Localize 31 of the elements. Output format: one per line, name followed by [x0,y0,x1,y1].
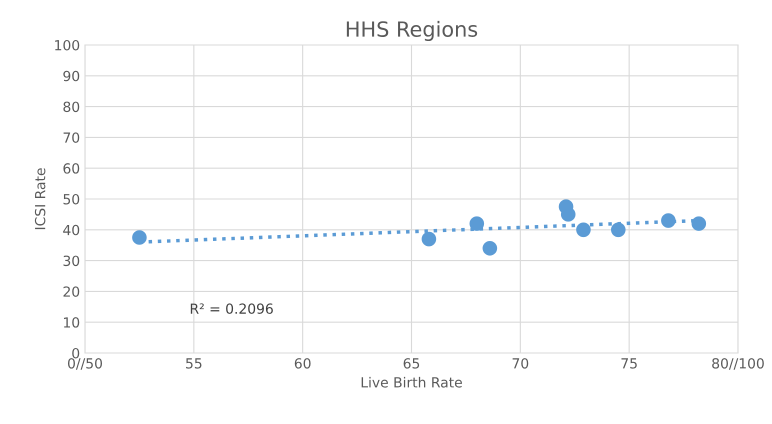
point [611,222,626,238]
x-tick-label: 70 [512,358,528,369]
x-tick-label: 60 [294,358,311,369]
y-tick-label: 10 [64,317,80,328]
y-tick-label: 30 [64,256,80,266]
point [661,213,676,228]
y-tick-label: 60 [63,163,80,174]
point [470,216,484,231]
y-tick-label: 50 [64,194,80,204]
point [132,230,147,245]
y-tick-label: 20 [63,286,80,297]
point [692,216,706,231]
y-tick-label: 70 [64,132,80,143]
x-tick-label: 0//50 [68,358,102,370]
x-tick-label: 75 [621,358,637,369]
point [560,207,576,222]
y-tick-label: 40 [63,224,80,236]
y-tick-label: 90 [63,70,80,82]
y-tick-label: 100 [55,40,80,50]
point [482,240,498,256]
annotation: R² = 0.2096 [190,303,273,314]
x-axis-title: Live Birth Rate [362,376,462,388]
y-tick-label: 0 [72,348,80,358]
x-tick-label: 80//100 [712,358,764,370]
point [422,232,436,246]
chart-title: HHS Regions [346,20,478,41]
y-axis-title: ICSI Rate [34,168,46,230]
x-tick-label: 65 [404,358,420,369]
y-tick-label: 80 [63,102,80,112]
point [576,222,591,238]
x-tick-label: 55 [186,358,202,369]
